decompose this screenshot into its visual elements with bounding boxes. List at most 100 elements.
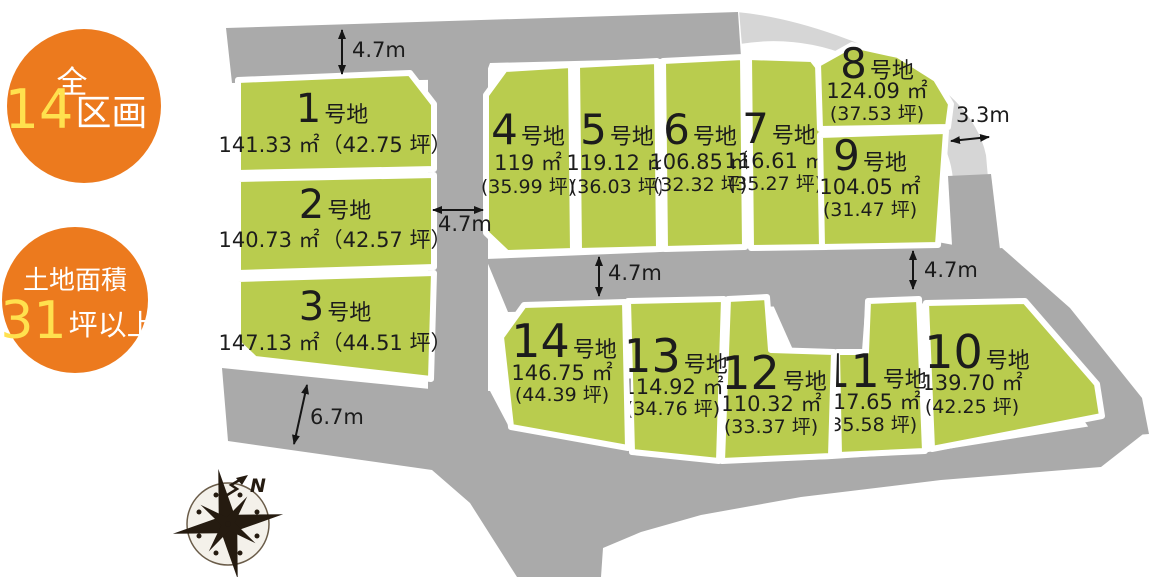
lot-5-number: 5: [580, 105, 607, 154]
lot-9-shape: [817, 128, 949, 250]
lot-13-shape: [625, 296, 727, 464]
lot-3-area: 147.13 ㎡（44.51 坪）: [219, 331, 452, 355]
lot-11-suffix: 号地: [883, 368, 927, 393]
road-flag-stub: [770, 296, 866, 352]
min-area-number: 31: [0, 291, 66, 351]
lot-1-suffix: 号地: [324, 103, 368, 128]
dimensions: 4.7m 4.7m 4.7m 4.7m 3.3m 6.7m: [292, 29, 1010, 445]
lot-8-area-tsubo: (37.53 坪): [830, 103, 924, 125]
lot-6: 6 号地 106.85 ㎡ (32.32 坪): [649, 54, 751, 252]
lot-7-area-tsubo: (35.27 坪): [728, 173, 822, 195]
lot-5-area-m2: 119.12 ㎡: [566, 151, 667, 175]
lot-5: 5 号地 119.12 ㎡ (36.03 坪): [566, 58, 668, 254]
compass-rose: N: [172, 468, 284, 577]
lot-10-shape: [923, 298, 1105, 452]
lot-2-area-m2: 140.73 ㎡: [219, 228, 320, 252]
lot-1-number: 1: [296, 86, 321, 132]
lot-4-number: 4: [491, 105, 518, 154]
lot-6-area-tsubo: (32.32 坪): [653, 174, 747, 196]
total-lots-badge-circle: [7, 29, 161, 183]
lot-8-area-m2: 124.09 ㎡: [826, 79, 927, 103]
lot-2-area-tsubo: （42.57 坪）: [322, 228, 452, 252]
lot-2-area: 140.73 ㎡（42.57 坪）: [219, 228, 452, 252]
lot-4-shape: [483, 62, 576, 256]
min-area-badge-circle: [2, 227, 148, 373]
lot-13-area-tsubo: (34.76 坪): [626, 398, 720, 420]
lot-4-area-m2: 119 ㎡: [494, 151, 562, 175]
dimension-label-center: 4.7m: [608, 261, 662, 285]
lot-12-number: 12: [721, 346, 780, 400]
lot-14-area-tsubo: (44.39 坪): [515, 384, 609, 406]
lot-3-suffix: 号地: [327, 301, 371, 326]
lot-10-label: 10 号地: [924, 325, 1030, 379]
dimension-label-northeast: 3.3m: [956, 103, 1010, 127]
compass-dots: [196, 492, 260, 556]
lot-13-label: 13 号地: [622, 329, 728, 383]
lot-6-shape: [660, 54, 748, 252]
lot-14: 14 号地 146.75 ㎡ (44.39 坪): [498, 299, 631, 451]
lot-12: 12 号地 110.32 ㎡ (33.37 坪): [719, 294, 837, 464]
lot-3-area-tsubo: （44.51 坪）: [322, 331, 452, 355]
lot-14-label: 14 号地: [511, 314, 617, 368]
dimension-center: 4.7m: [595, 256, 662, 297]
lot-8-number: 8: [840, 39, 867, 88]
lot-3: 3 号地 147.13 ㎡（44.51 坪）: [219, 270, 452, 382]
road-south: [222, 368, 1147, 577]
lot-1-area-tsubo: （42.75 坪）: [322, 133, 452, 157]
dimension-arrow-southwest: [292, 384, 309, 445]
lot-5-shape: [574, 58, 662, 254]
lot-8-label: 8 号地: [840, 39, 914, 88]
lot-10-number: 10: [924, 325, 983, 379]
lot-6-label: 6 号地: [663, 105, 737, 154]
north-label: N: [250, 475, 266, 497]
lot-1-area-m2: 141.33 ㎡: [219, 133, 320, 157]
lot-9-suffix: 号地: [863, 151, 907, 176]
min-area-suffix: 坪以上: [69, 308, 156, 342]
lot-13-suffix: 号地: [684, 353, 728, 378]
lot-11-area-tsubo: (35.58 坪): [823, 414, 917, 436]
lot-7-label: 7 号地: [742, 104, 816, 153]
lot-10-area-tsubo: (42.25 坪): [925, 396, 1019, 418]
total-lots-line2: 14区画: [5, 78, 148, 141]
dimension-northeast: 3.3m: [950, 103, 1010, 145]
lot-11-area-m2: 117.65 ㎡: [819, 390, 920, 414]
lot-6-number: 6: [663, 105, 690, 154]
total-lots-prefix: 全: [57, 65, 88, 101]
total-lots-badge: 全 14区画: [5, 29, 161, 183]
lot-13-number: 13: [622, 329, 681, 383]
lot-1-area: 141.33 ㎡（42.75 坪）: [219, 133, 452, 157]
min-area-badge: 土地面積 31坪以上: [0, 227, 156, 373]
lot-3-area-m2: 147.13 ㎡: [219, 331, 320, 355]
dimension-east: 4.7m: [909, 250, 978, 290]
lot-3-label: 3 号地: [299, 284, 371, 330]
dimension-label-north: 4.7m: [352, 38, 406, 62]
lot-7-area-m2: 116.61 ㎡: [724, 149, 825, 173]
lot-12-label: 12 号地: [721, 346, 827, 400]
north-icon: N: [223, 475, 266, 499]
lot-1-shape: [235, 70, 437, 176]
lot-9-area-m2: 104.05 ㎡: [819, 175, 920, 199]
min-area-line2: 31坪以上: [0, 291, 155, 351]
lot-6-area-m2: 106.85 ㎡: [649, 150, 750, 174]
dimension-arrow-northeast: [950, 133, 990, 145]
lot-10-suffix: 号地: [986, 349, 1030, 374]
lot-5-suffix: 号地: [610, 125, 654, 150]
dimension-southwest: 6.7m: [292, 384, 364, 445]
lot-12-area-m2: 110.32 ㎡: [720, 392, 821, 416]
lot-2-shape: [235, 172, 437, 276]
lot-14-shape: [498, 299, 631, 451]
dimension-label-southwest: 6.7m: [310, 405, 364, 429]
lot-2-suffix: 号地: [327, 199, 371, 224]
lot-2-number: 2: [299, 182, 324, 228]
lot-3-shape: [235, 270, 437, 382]
north-arrowhead: [236, 475, 248, 485]
lot-9: 9 号地 104.05 ㎡ (31.47 坪): [817, 128, 949, 250]
lot-14-number: 14: [511, 314, 570, 368]
lot-14-area-m2: 146.75 ㎡: [511, 361, 612, 385]
dimension-north: 4.7m: [338, 29, 406, 75]
roads: [222, 8, 1149, 577]
lot-7-suffix: 号地: [772, 124, 816, 149]
lot-4-area-tsubo: (35.99 坪): [481, 176, 575, 198]
lot-3-number: 3: [299, 284, 324, 330]
